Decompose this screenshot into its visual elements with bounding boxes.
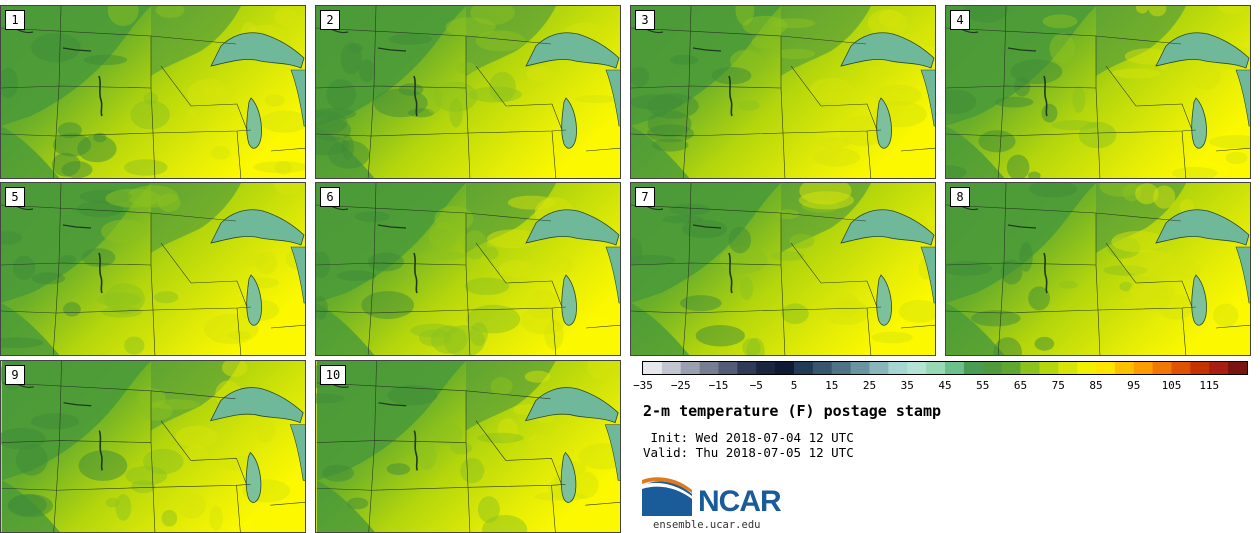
colorbar-swatch: [926, 362, 946, 374]
member-panel-3: 3: [630, 5, 936, 179]
panel-label: 5: [5, 187, 25, 207]
member-panel-5: 5: [0, 182, 306, 356]
colorbar-swatch: [1058, 362, 1078, 374]
panel-label: 4: [950, 10, 970, 30]
colorbar-swatch: [661, 362, 682, 374]
valid-time: Valid: Thu 2018-07-05 12 UTC: [643, 445, 854, 460]
panel-label: 6: [320, 187, 340, 207]
colorbar-tick-label: −5: [749, 379, 763, 392]
colorbar-swatch: [1190, 362, 1210, 374]
colorbar-tick-label: 65: [1013, 379, 1028, 392]
colorbar-tick-label: 105: [1161, 379, 1182, 392]
member-panel-1: 1: [0, 5, 306, 179]
colorbar-swatch: [775, 362, 795, 374]
panel-label: 1: [5, 10, 25, 30]
colorbar-tick-label: 95: [1127, 379, 1141, 392]
member-panel-2: 2: [315, 5, 621, 179]
colorbar-swatch: [737, 362, 757, 374]
colorbar-tick-label: 85: [1089, 379, 1103, 392]
colorbar-swatch: [1020, 362, 1040, 374]
chart-title: 2-m temperature (F) postage stamp: [643, 402, 942, 420]
init-time: Init: Wed 2018-07-04 12 UTC: [643, 430, 854, 445]
colorbar-tick-label: −15: [708, 379, 729, 392]
colorbar-swatch: [680, 362, 701, 374]
colorbar-swatch: [1039, 362, 1059, 374]
temperature-colorbar: [642, 361, 1248, 375]
panel-label: 9: [5, 365, 25, 385]
colorbar-tick-label: −35: [633, 379, 653, 392]
colorbar-tick-label: 115: [1199, 379, 1220, 392]
temperature-map: [316, 361, 620, 532]
colorbar-tick-label: 55: [976, 379, 990, 392]
temperature-map: [1, 361, 305, 532]
member-panel-7: 7: [630, 182, 936, 356]
colorbar-swatch: [831, 362, 852, 374]
temperature-map: [946, 6, 1250, 178]
colorbar-swatch: [1171, 362, 1191, 374]
colorbar-swatch: [1133, 362, 1154, 374]
colorbar-tick-label: 15: [825, 379, 839, 392]
colorbar-swatch: [907, 362, 927, 374]
colorbar-tick-label: 45: [938, 379, 952, 392]
site-url: ensemble.ucar.edu: [653, 519, 761, 531]
panel-label: 2: [320, 10, 340, 30]
colorbar-swatch: [1096, 362, 1116, 374]
colorbar-swatch: [1209, 362, 1229, 374]
panel-label: 8: [950, 187, 970, 207]
colorbar-swatch: [1228, 362, 1248, 374]
colorbar-swatch: [850, 362, 870, 374]
colorbar-tick-label: 75: [1051, 379, 1065, 392]
member-panel-4: 4: [945, 5, 1251, 179]
colorbar-tick-label: 5: [790, 379, 798, 392]
panel-label: 10: [320, 365, 346, 385]
colorbar-swatch: [945, 362, 965, 374]
logo-wordmark: NCAR: [698, 485, 782, 518]
colorbar-swatch: [794, 362, 814, 374]
temperature-map: [316, 183, 620, 355]
temperature-map: [1, 6, 305, 178]
colorbar-tick-label: −25: [670, 379, 691, 392]
colorbar-swatch: [1152, 362, 1172, 374]
temperature-map: [1, 183, 305, 355]
colorbar-swatch: [756, 362, 776, 374]
colorbar-tick-label: 35: [900, 379, 914, 392]
member-panel-10: 10: [315, 360, 621, 533]
colorbar-swatch: [888, 362, 908, 374]
colorbar-swatch: [643, 362, 663, 374]
colorbar-swatch: [1001, 362, 1021, 374]
colorbar-swatch: [812, 362, 833, 374]
temperature-map: [631, 183, 935, 355]
temperature-map: [631, 6, 935, 178]
member-panel-9: 9: [0, 360, 306, 533]
colorbar-swatch: [1077, 362, 1097, 374]
colorbar-swatch: [699, 362, 719, 374]
temperature-map: [946, 183, 1250, 355]
colorbar-swatch: [869, 362, 889, 374]
panel-label: 7: [635, 187, 655, 207]
colorbar-swatch: [718, 362, 738, 374]
temperature-map: [316, 6, 620, 178]
colorbar-swatch: [1114, 362, 1135, 374]
colorbar-swatch: [982, 362, 1003, 374]
member-panel-6: 6: [315, 182, 621, 356]
ncar-logo-icon: [642, 477, 692, 516]
panel-label: 3: [635, 10, 655, 30]
colorbar-tick-label: 25: [862, 379, 877, 392]
colorbar-swatch: [963, 362, 984, 374]
member-panel-8: 8: [945, 182, 1251, 356]
